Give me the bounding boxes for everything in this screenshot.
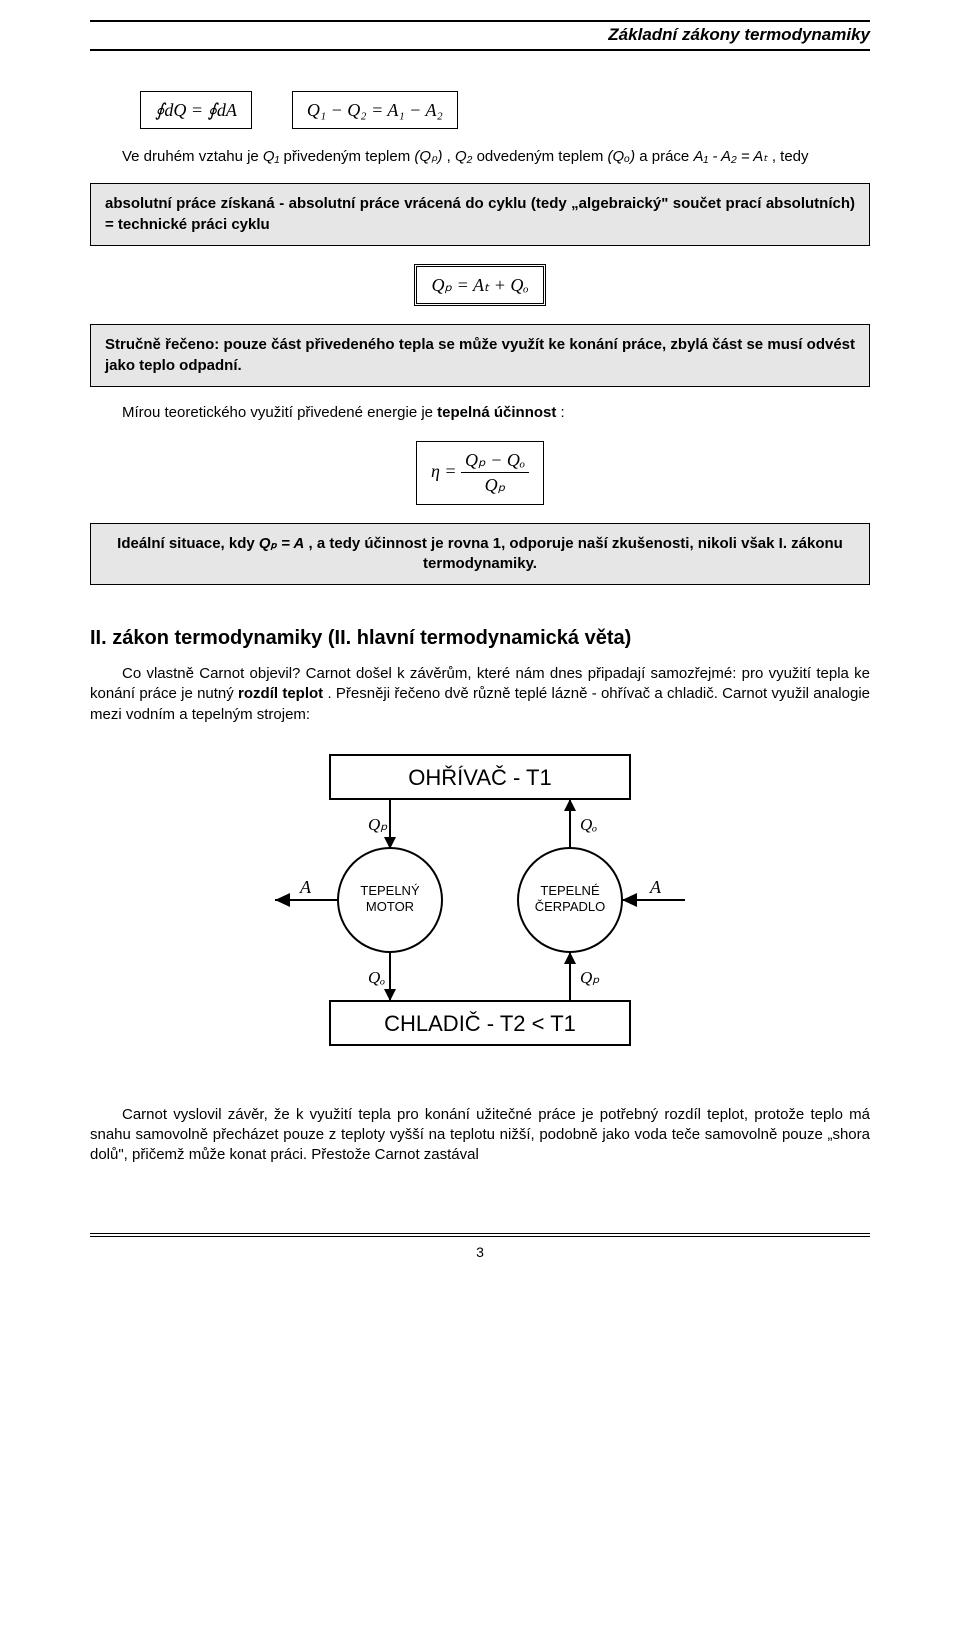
eta-num: Qₚ − Qₒ bbox=[461, 448, 529, 473]
para-1: Ve druhém vztahu je Q₁ přivedeným teplem… bbox=[90, 147, 870, 167]
t: přivedeným teplem bbox=[284, 148, 415, 165]
eq-eta-wrap: η = Qₚ − Qₒ Qₚ bbox=[90, 441, 870, 505]
carnot-svg: OHŘÍVAČ - T1 Qₚ Qₒ TEPELNÝ MOTOR TEPELNÉ… bbox=[220, 745, 740, 1075]
eq-eta: η = Qₚ − Qₒ Qₚ bbox=[416, 441, 544, 505]
t: : bbox=[561, 404, 565, 421]
sym-qo: (Qₒ) bbox=[607, 148, 635, 165]
para-4: Carnot vyslovil závěr, že k využití tepl… bbox=[90, 1105, 870, 1166]
eta-frac: Qₚ − Qₒ Qₚ bbox=[461, 448, 529, 498]
box-ideal: Ideální situace, kdy Qₚ = A , a tedy úči… bbox=[90, 523, 870, 586]
eq-qp-at-qo: Qₚ = Aₜ + Qₒ bbox=[414, 264, 545, 306]
label-qo-top: Qₒ bbox=[580, 815, 597, 834]
sym-q2: Q₂ bbox=[455, 148, 472, 165]
t: Ve druhém vztahu je bbox=[122, 148, 263, 165]
t: , a tedy účinnost je rovna 1, odporuje n… bbox=[309, 535, 843, 572]
eq-qp-at-qo-wrap: Qₚ = Aₜ + Qₒ bbox=[90, 264, 870, 306]
sym-a1a2: A₁ - A₂ = Aₜ bbox=[693, 148, 767, 165]
motor-l2: MOTOR bbox=[366, 899, 414, 914]
para-2: Mírou teoretického využití přivedené ene… bbox=[90, 403, 870, 423]
para-3: Co vlastně Carnot objevil? Carnot došel … bbox=[90, 664, 870, 725]
t: Ideální situace, kdy bbox=[117, 535, 259, 552]
equation-row-1: ∮dQ = ∮dA Q₁ − Q₂ = A₁ − A₂ bbox=[140, 91, 870, 129]
page-number: 3 bbox=[90, 1236, 870, 1262]
box-strucne: Stručně řečeno: pouze část přivedeného t… bbox=[90, 324, 870, 387]
cooler-label: CHLADIČ - T2 < T1 bbox=[384, 1011, 576, 1036]
t: odvedeným teplem bbox=[477, 148, 608, 165]
box-absolute-work: absolutní práce získaná - absolutní prác… bbox=[90, 183, 870, 246]
sym-q1: Q₁ bbox=[263, 148, 279, 165]
page-header-title: Základní zákony termodynamiky bbox=[90, 24, 870, 51]
eta-lhs: η = bbox=[431, 461, 461, 481]
heater-label: OHŘÍVAČ - T1 bbox=[408, 765, 551, 790]
heading-ii-zakon: II. zákon termodynamiky (II. hlavní term… bbox=[90, 625, 870, 652]
label-a-right: A bbox=[649, 877, 662, 897]
eq-oint: ∮dQ = ∮dA bbox=[140, 91, 252, 129]
diagram-carnot: OHŘÍVAČ - T1 Qₚ Qₒ TEPELNÝ MOTOR TEPELNÉ… bbox=[90, 745, 870, 1075]
label-qp-bot: Qₚ bbox=[580, 968, 600, 987]
t: , tedy bbox=[772, 148, 809, 165]
t-bold: rozdíl teplot bbox=[238, 685, 323, 702]
t-ital: Qₚ = A bbox=[259, 535, 304, 552]
label-qp-top: Qₚ bbox=[368, 815, 388, 834]
pump-l2: ČERPADLO bbox=[535, 899, 606, 914]
pump-l1: TEPELNÉ bbox=[540, 883, 600, 898]
label-a-left: A bbox=[299, 877, 312, 897]
eq-q-a: Q₁ − Q₂ = A₁ − A₂ bbox=[292, 91, 458, 129]
sym-qp: (Qₚ) bbox=[414, 148, 442, 165]
header-rule-top bbox=[90, 20, 870, 22]
t: a práce bbox=[639, 148, 693, 165]
t: , bbox=[447, 148, 455, 165]
eta-den: Qₚ bbox=[461, 473, 529, 497]
t: Mírou teoretického využití přivedené ene… bbox=[122, 404, 437, 421]
motor-l1: TEPELNÝ bbox=[360, 883, 420, 898]
label-qo-bot: Qₒ bbox=[368, 968, 385, 987]
t-bold: tepelná účinnost bbox=[437, 404, 556, 421]
